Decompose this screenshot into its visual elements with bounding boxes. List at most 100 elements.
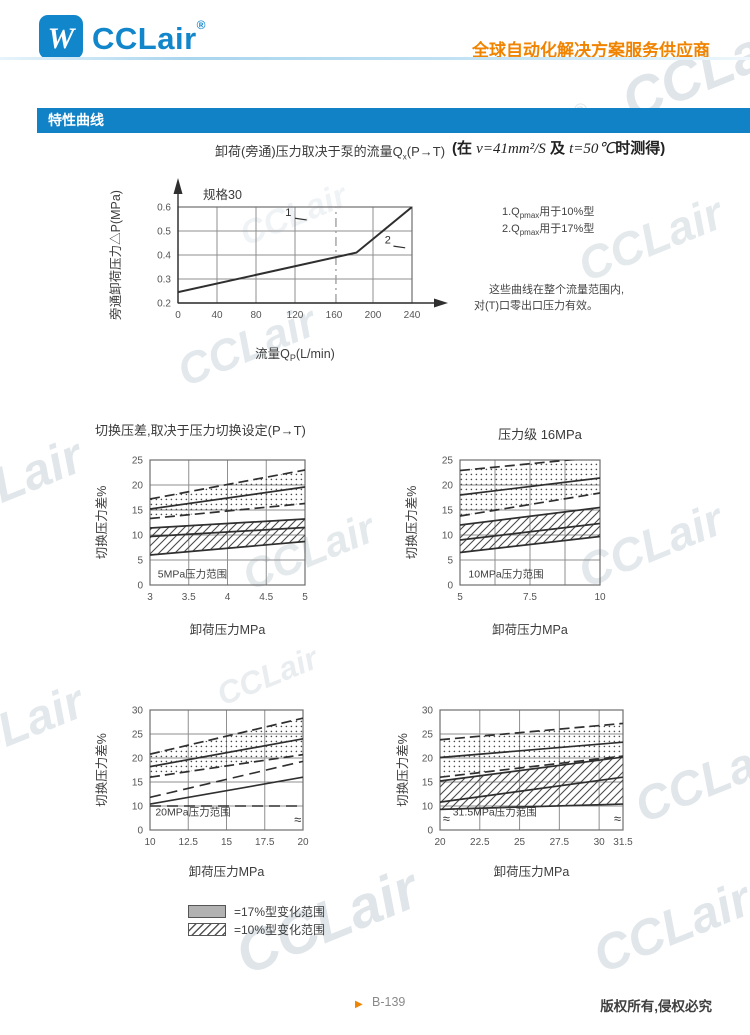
- svg-text:10: 10: [132, 531, 144, 542]
- svg-text:2: 2: [385, 234, 391, 246]
- note-paragraph-line1: 这些曲线在整个流量范围内,: [489, 284, 625, 296]
- registered-mark: ®: [196, 17, 206, 32]
- svg-text:15: 15: [422, 778, 434, 789]
- svg-text:≈: ≈: [294, 812, 301, 827]
- svg-text:切换压力差%: 切换压力差%: [95, 486, 109, 560]
- svg-text:30: 30: [422, 706, 434, 717]
- watermark: CCLair: [570, 186, 731, 292]
- svg-text:0.2: 0.2: [157, 299, 171, 310]
- svg-text:200: 200: [365, 310, 382, 321]
- svg-text:30: 30: [132, 706, 144, 717]
- chart1-heading: 卸荷(旁通)压力取决于泵的流量Qx(P→T): [215, 144, 446, 162]
- svg-text:0: 0: [137, 581, 143, 592]
- legend-swatch-17-gray: [188, 905, 226, 918]
- svg-text:7.5: 7.5: [523, 592, 537, 603]
- svg-text:31.5MPa压力范围: 31.5MPa压力范围: [453, 806, 537, 819]
- svg-text:20: 20: [422, 754, 434, 765]
- svg-text:旁通卸荷压力△P(MPa): 旁通卸荷压力△P(MPa): [108, 190, 123, 320]
- svg-text:10: 10: [422, 802, 434, 813]
- svg-text:15: 15: [132, 506, 144, 517]
- note-qpmax-10: 1.Qpmax用于10%型: [502, 206, 595, 221]
- svg-text:切换压力差%: 切换压力差%: [405, 486, 419, 560]
- svg-text:12.5: 12.5: [179, 837, 199, 848]
- svg-text:10MPa压力范围: 10MPa压力范围: [468, 568, 543, 581]
- svg-text:W: W: [48, 22, 77, 55]
- svg-text:25: 25: [422, 730, 434, 741]
- svg-text:10: 10: [132, 802, 144, 813]
- svg-text:25: 25: [514, 837, 526, 848]
- page-number: B-139: [372, 995, 406, 1009]
- svg-text:切换压力差%: 切换压力差%: [396, 733, 410, 807]
- svg-text:0: 0: [175, 310, 181, 321]
- svg-text:10: 10: [594, 592, 606, 603]
- chart3-title: 压力级 16MPa: [498, 427, 582, 442]
- svg-text:20: 20: [442, 481, 454, 492]
- svg-text:40: 40: [211, 310, 223, 321]
- legend-row-10: =10%型变化范围: [188, 921, 325, 938]
- svg-text:卸荷压力MPa: 卸荷压力MPa: [190, 622, 266, 637]
- svg-text:80: 80: [250, 310, 262, 321]
- svg-text:10: 10: [442, 531, 454, 542]
- svg-text:0.4: 0.4: [157, 251, 171, 262]
- note-qpmax-17: 2.Qpmax用于17%型: [502, 223, 595, 238]
- svg-text:卸荷压力MPa: 卸荷压力MPa: [494, 864, 570, 879]
- watermark: CCLair: [0, 675, 92, 784]
- company-tagline: 全球自动化解决方案服务供应商: [472, 41, 710, 60]
- svg-text:15: 15: [221, 837, 233, 848]
- svg-text:27.5: 27.5: [550, 837, 570, 848]
- svg-text:15: 15: [132, 778, 144, 789]
- svg-text:0: 0: [137, 826, 143, 837]
- svg-text:3: 3: [147, 592, 153, 603]
- svg-text:20: 20: [132, 481, 144, 492]
- page-indicator-icon: ▶: [355, 999, 363, 1010]
- svg-text:20: 20: [132, 754, 144, 765]
- svg-text:0: 0: [447, 581, 453, 592]
- svg-text:5: 5: [302, 592, 308, 603]
- svg-text:4.5: 4.5: [259, 592, 273, 603]
- svg-text:160: 160: [326, 310, 343, 321]
- svg-text:0.3: 0.3: [157, 275, 171, 286]
- watermark: CCLair: [0, 427, 91, 541]
- legend-label-17: =17%型变化范围: [234, 905, 326, 919]
- chart-5mpa-range: 3 3.5 4 4.5 5 0 5 10 15 20 25 5MPa压力范围 切换压力差% 卸荷压力MPa: [95, 456, 308, 638]
- svg-text:31.5: 31.5: [613, 837, 633, 848]
- svg-text:卸荷压力MPa: 卸荷压力MPa: [492, 622, 568, 637]
- svg-text:20MPa压力范围: 20MPa压力范围: [155, 806, 230, 819]
- svg-text:卸荷压力MPa: 卸荷压力MPa: [189, 864, 265, 879]
- chart-31-5mpa-range: 20 22.5 25 27.5 30 31.5 0 10 15 20 25 30 31.5MPa压力范围…: [396, 706, 633, 880]
- legend-swatch-10-hatch: [188, 923, 226, 936]
- test-condition: (在 v=41mm²/S 及 t=50℃时测得): [452, 140, 666, 157]
- svg-text:30: 30: [594, 837, 606, 848]
- copyright-text: 版权所有,侵权必究: [600, 999, 712, 1014]
- svg-text:15: 15: [442, 506, 454, 517]
- svg-text:1: 1: [285, 207, 291, 219]
- svg-text:25: 25: [442, 456, 454, 467]
- svg-text:流量QP(L/min): 流量QP(L/min): [255, 347, 335, 363]
- svg-text:25: 25: [132, 730, 144, 741]
- svg-text:0.6: 0.6: [157, 203, 171, 214]
- chart2-heading: 切换压差,取决于压力切换设定(P→T): [95, 423, 306, 438]
- svg-text:0: 0: [427, 826, 433, 837]
- svg-text:10: 10: [144, 837, 156, 848]
- header-divider: [0, 57, 750, 60]
- svg-text:0.5: 0.5: [157, 227, 171, 238]
- svg-text:5MPa压力范围: 5MPa压力范围: [158, 568, 227, 581]
- svg-text:20: 20: [297, 837, 309, 848]
- svg-text:切换压力差%: 切换压力差%: [95, 733, 109, 807]
- svg-text:120: 120: [287, 310, 304, 321]
- svg-text:4: 4: [225, 592, 231, 603]
- svg-text:22.5: 22.5: [470, 837, 490, 848]
- svg-text:规格30: 规格30: [203, 187, 242, 202]
- svg-text:20: 20: [434, 837, 446, 848]
- legend-label-10: =10%型变化范围: [234, 923, 326, 937]
- section-banner: 特性曲线: [37, 108, 750, 133]
- legend-row-17: =17%型变化范围: [188, 903, 325, 920]
- svg-text:5: 5: [137, 556, 143, 567]
- svg-text:240: 240: [404, 310, 421, 321]
- header-brand: W CCLair®: [38, 14, 206, 60]
- brand-name: CCLair®: [92, 17, 206, 56]
- cclair-logo-icon: W: [39, 15, 83, 59]
- svg-text:25: 25: [132, 456, 144, 467]
- svg-text:3.5: 3.5: [182, 592, 196, 603]
